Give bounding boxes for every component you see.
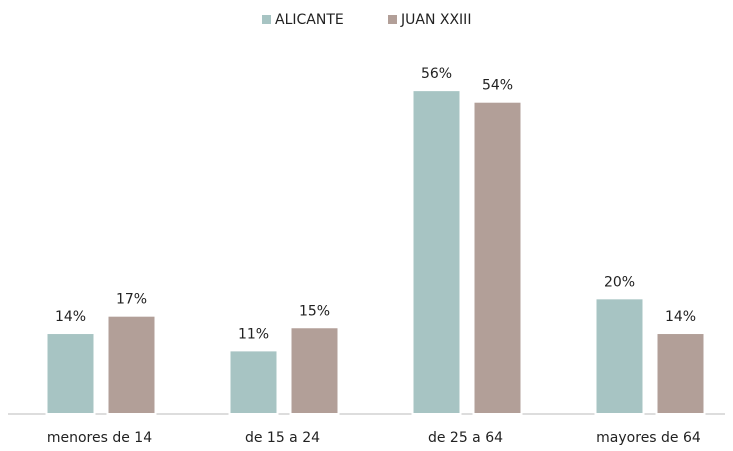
value-label: 11% xyxy=(238,326,269,342)
bar xyxy=(106,314,157,415)
legend-label: ALICANTE xyxy=(275,12,344,28)
x-tick-label: menores de 14 xyxy=(47,430,152,446)
value-label: 56% xyxy=(421,66,452,82)
legend-swatch xyxy=(388,15,397,24)
value-label: 20% xyxy=(604,274,635,290)
bar xyxy=(289,326,340,415)
bar xyxy=(472,100,523,415)
legend-label: JUAN XXIII xyxy=(400,12,471,28)
bar xyxy=(228,349,279,415)
x-tick-label: mayores de 64 xyxy=(596,430,701,446)
value-label: 14% xyxy=(665,309,696,325)
bar xyxy=(45,332,96,415)
x-tick-label: de 15 a 24 xyxy=(245,430,320,446)
value-label: 15% xyxy=(299,303,330,319)
bar xyxy=(594,297,645,416)
value-label: 14% xyxy=(55,309,86,325)
bar xyxy=(411,89,462,415)
value-label: 54% xyxy=(482,78,513,94)
x-tick-label: de 25 a 64 xyxy=(428,430,503,446)
value-label: 17% xyxy=(116,292,147,308)
legend-swatch xyxy=(262,15,271,24)
bar xyxy=(655,332,706,415)
